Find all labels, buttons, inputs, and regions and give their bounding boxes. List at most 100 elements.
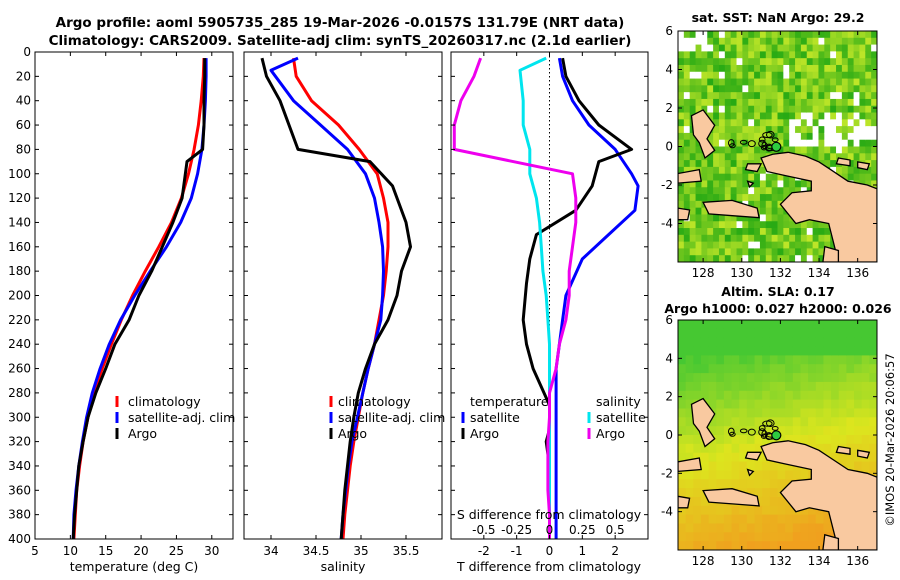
map-cell <box>783 248 790 256</box>
map-cell <box>769 381 779 392</box>
map-cell <box>861 381 870 392</box>
map-cell <box>800 523 809 533</box>
map-cell <box>806 37 814 46</box>
map-cell <box>685 532 694 542</box>
map-cell <box>736 71 743 80</box>
x-tick-label: 10 <box>63 544 78 558</box>
map-cell <box>700 532 710 542</box>
map-cell <box>854 390 863 401</box>
map-cell <box>689 187 697 195</box>
map-cell <box>678 373 687 383</box>
map-cell <box>785 514 794 525</box>
map-x-tick-label: 128 <box>692 266 715 280</box>
map-cell <box>685 390 694 401</box>
map-cell <box>841 132 849 141</box>
map-cell <box>765 241 773 250</box>
map-cell <box>689 58 697 66</box>
map-cell <box>754 417 763 427</box>
map-cell <box>812 139 820 148</box>
land-polygon <box>835 157 851 167</box>
map-cell <box>823 426 832 436</box>
map-cell <box>841 119 849 127</box>
map-cell <box>824 241 831 250</box>
map-cell <box>724 85 732 93</box>
map-cell <box>754 241 761 250</box>
map-cell <box>754 443 763 454</box>
map-cell <box>693 523 702 533</box>
map-cell <box>685 452 694 463</box>
map-cell <box>831 408 840 418</box>
map-cell <box>806 241 814 250</box>
x-tick-label: -1 <box>511 544 523 558</box>
map-cell <box>730 119 738 127</box>
map-cell <box>754 44 761 52</box>
map-cell <box>693 435 702 445</box>
map-cell <box>713 214 720 222</box>
map-cell <box>853 78 861 86</box>
map-cell <box>795 139 802 148</box>
map-cell <box>678 153 685 161</box>
map-cell <box>707 105 714 114</box>
map-cell <box>800 71 808 80</box>
map-cell <box>716 346 725 356</box>
map-cell <box>765 200 773 209</box>
map-cell <box>731 452 740 463</box>
map-cell <box>693 381 702 392</box>
map-cell <box>841 37 849 46</box>
map-cell <box>742 234 749 243</box>
map-cell <box>678 221 685 229</box>
map-cell <box>795 37 802 46</box>
map-cell <box>739 364 748 374</box>
map-cell <box>723 381 733 392</box>
map-cell <box>716 532 725 542</box>
map-cell <box>771 221 779 229</box>
map-cell <box>716 479 725 489</box>
map-cell <box>683 85 691 93</box>
map-cell <box>730 173 738 182</box>
map-cell <box>683 160 691 168</box>
map-cell <box>861 320 870 330</box>
map-cell <box>754 78 761 86</box>
map-cell <box>853 71 861 80</box>
map-cell <box>795 31 802 39</box>
map-cell <box>685 443 694 454</box>
map-cell <box>700 443 710 454</box>
map-cell <box>693 390 702 401</box>
map-cell <box>683 228 691 236</box>
map-cell <box>859 64 866 73</box>
map-cell <box>742 92 749 100</box>
map-cell <box>847 64 855 73</box>
y-tick-label: 160 <box>8 240 31 254</box>
secondary-x-tick-label: 0.5 <box>606 523 625 537</box>
map-cell <box>754 98 761 107</box>
map-cell <box>689 37 697 46</box>
map-cell <box>736 228 743 236</box>
island-outline <box>739 428 748 434</box>
map-cell <box>678 248 685 256</box>
map-cell <box>700 373 710 383</box>
map-cell <box>736 112 743 120</box>
map-cell <box>701 71 708 80</box>
land-polygon <box>857 449 871 459</box>
map-cell <box>754 119 761 127</box>
map-cell <box>806 112 814 120</box>
map-cell <box>731 417 740 427</box>
map-cell <box>869 461 877 471</box>
map-cell <box>846 408 855 418</box>
map-cell <box>854 417 863 427</box>
map-cell <box>742 248 749 256</box>
map-cell <box>847 139 855 148</box>
map-cell <box>759 71 767 80</box>
map-cell <box>713 92 720 100</box>
map-cell <box>762 532 771 542</box>
map-y-tick-label: 0 <box>665 428 673 442</box>
map-cell <box>762 346 771 356</box>
map-cell <box>847 153 855 161</box>
map-cell <box>707 160 714 168</box>
island-outline <box>766 130 775 139</box>
map-cell <box>847 112 855 120</box>
map-cell <box>765 255 773 262</box>
map-cell <box>771 92 779 100</box>
map-cell <box>847 126 855 134</box>
map-cell <box>746 408 756 418</box>
